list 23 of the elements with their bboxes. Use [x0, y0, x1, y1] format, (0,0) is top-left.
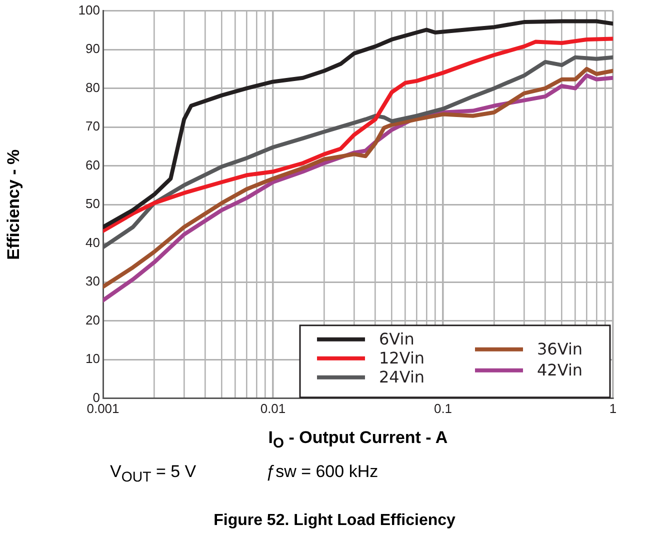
y-tick-label: 60	[86, 157, 100, 172]
y-tick-label: 10	[86, 351, 100, 366]
y-tick-label: 80	[86, 80, 100, 95]
legend-label: 42Vin	[537, 360, 583, 380]
y-tick-label: 50	[86, 196, 100, 212]
x-tick-label: 0.01	[260, 400, 286, 416]
y-tick-label: 40	[86, 234, 100, 250]
legend-label: 24Vin	[379, 368, 425, 387]
text: ƒsw = 600 kHz	[266, 462, 378, 481]
y-tick-label: 20	[86, 312, 100, 328]
x-tick-label: 0.1	[434, 400, 452, 416]
y-tick-label: 70	[86, 118, 100, 134]
legend-label: 6Vin	[379, 330, 414, 349]
text: V$_{OUT}$ = 5 V	[110, 462, 196, 486]
y-tick-label: 100	[78, 2, 100, 18]
x-axis-title: I$_{O}$ - Output Current - A	[267, 428, 449, 452]
x-tick-label: 1	[609, 400, 617, 416]
y-axis-title: Efficiency - %	[4, 149, 23, 260]
legend-label: 12Vin	[379, 348, 425, 368]
y-tick-label: 90	[86, 41, 100, 56]
legend-label: 36Vin	[537, 340, 583, 359]
y-tick-label: 30	[86, 274, 100, 289]
text: Figure 52. Light Load Efficiency	[212, 512, 456, 530]
